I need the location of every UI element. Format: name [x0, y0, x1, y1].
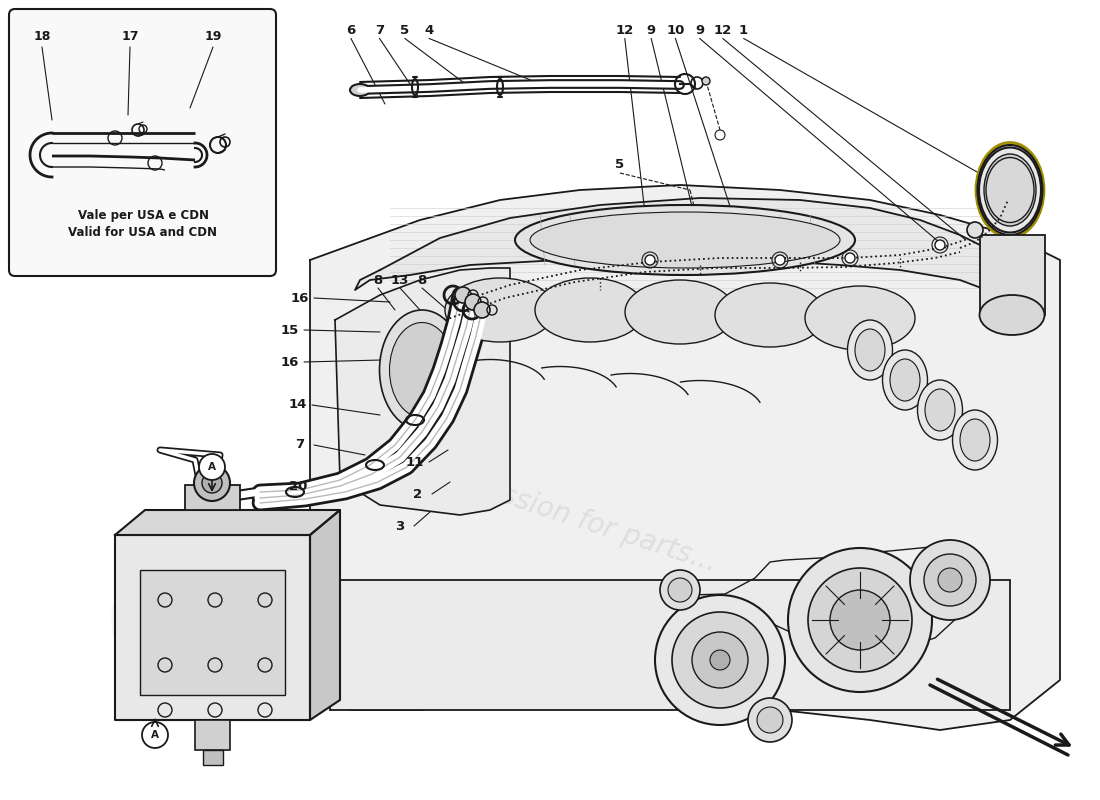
Ellipse shape	[978, 145, 1043, 235]
Ellipse shape	[979, 295, 1045, 335]
Polygon shape	[310, 510, 340, 720]
Bar	[140, 570, 285, 695]
Circle shape	[202, 473, 222, 493]
Circle shape	[924, 554, 976, 606]
Circle shape	[757, 707, 783, 733]
Ellipse shape	[379, 310, 464, 430]
Circle shape	[654, 595, 785, 725]
Circle shape	[194, 465, 230, 501]
Text: 7: 7	[296, 438, 305, 451]
Ellipse shape	[882, 350, 927, 410]
Ellipse shape	[890, 359, 920, 401]
Bar	[330, 580, 1010, 710]
Ellipse shape	[805, 286, 915, 350]
Ellipse shape	[953, 410, 998, 470]
Text: eu: eu	[104, 538, 336, 702]
Polygon shape	[116, 510, 340, 535]
Ellipse shape	[979, 147, 1041, 233]
Circle shape	[692, 632, 748, 688]
Circle shape	[702, 77, 710, 85]
Bar	[185, 485, 240, 510]
Text: 1: 1	[739, 24, 748, 37]
Circle shape	[710, 650, 730, 670]
Text: 17: 17	[121, 30, 139, 43]
Text: 7: 7	[375, 24, 384, 37]
Ellipse shape	[389, 322, 454, 418]
Circle shape	[938, 568, 962, 592]
Text: 2: 2	[414, 487, 422, 501]
Text: 18: 18	[33, 30, 51, 43]
Text: 19: 19	[205, 30, 222, 43]
Ellipse shape	[446, 278, 556, 342]
Ellipse shape	[917, 380, 962, 440]
Bar	[204, 750, 223, 765]
Text: A: A	[151, 730, 160, 740]
Ellipse shape	[986, 158, 1034, 222]
Circle shape	[935, 240, 945, 250]
Text: 5: 5	[400, 24, 409, 37]
Ellipse shape	[515, 205, 855, 275]
Text: 11: 11	[406, 455, 425, 469]
Text: 10: 10	[667, 24, 684, 37]
Text: 14: 14	[289, 398, 307, 411]
Circle shape	[465, 294, 481, 310]
Bar	[980, 235, 1045, 315]
Circle shape	[808, 568, 912, 672]
Polygon shape	[336, 268, 510, 515]
Circle shape	[788, 548, 932, 692]
Circle shape	[845, 253, 855, 263]
Ellipse shape	[350, 84, 370, 96]
Text: Valid for USA and CDN: Valid for USA and CDN	[68, 226, 218, 238]
Text: 15: 15	[280, 323, 299, 337]
Polygon shape	[310, 185, 1060, 730]
Ellipse shape	[960, 419, 990, 461]
Circle shape	[668, 578, 692, 602]
Ellipse shape	[535, 278, 645, 342]
Text: 12: 12	[616, 24, 634, 37]
Text: 16: 16	[290, 291, 309, 305]
FancyBboxPatch shape	[9, 9, 276, 276]
Text: 20: 20	[289, 481, 307, 494]
Text: A: A	[208, 462, 216, 472]
Text: 4: 4	[425, 24, 433, 37]
Polygon shape	[116, 535, 310, 720]
Ellipse shape	[925, 389, 955, 431]
Circle shape	[455, 287, 471, 303]
Bar	[195, 720, 230, 750]
Ellipse shape	[625, 280, 735, 344]
Ellipse shape	[847, 320, 892, 380]
Polygon shape	[355, 198, 1000, 295]
Circle shape	[474, 302, 490, 318]
Ellipse shape	[715, 283, 825, 347]
Text: 8: 8	[417, 274, 427, 286]
Text: 8: 8	[373, 274, 383, 286]
Circle shape	[776, 255, 785, 265]
Circle shape	[660, 570, 700, 610]
Circle shape	[199, 454, 226, 480]
Circle shape	[910, 540, 990, 620]
Ellipse shape	[530, 212, 840, 268]
Circle shape	[645, 255, 654, 265]
Circle shape	[672, 612, 768, 708]
Text: 9: 9	[695, 24, 704, 37]
Circle shape	[748, 698, 792, 742]
Text: Vale per USA e CDN: Vale per USA e CDN	[77, 209, 209, 222]
Text: 6: 6	[346, 24, 355, 37]
Ellipse shape	[976, 142, 1044, 238]
Text: a passion for parts...: a passion for parts...	[440, 462, 720, 578]
Circle shape	[967, 222, 983, 238]
Ellipse shape	[984, 154, 1036, 226]
Ellipse shape	[855, 329, 886, 371]
Text: 16: 16	[280, 355, 299, 369]
Circle shape	[830, 590, 890, 650]
Text: 13: 13	[390, 274, 409, 286]
Circle shape	[142, 722, 168, 748]
Text: 5: 5	[615, 158, 625, 171]
Text: 9: 9	[647, 24, 656, 37]
Text: 12: 12	[714, 24, 732, 37]
Text: 3: 3	[395, 519, 405, 533]
